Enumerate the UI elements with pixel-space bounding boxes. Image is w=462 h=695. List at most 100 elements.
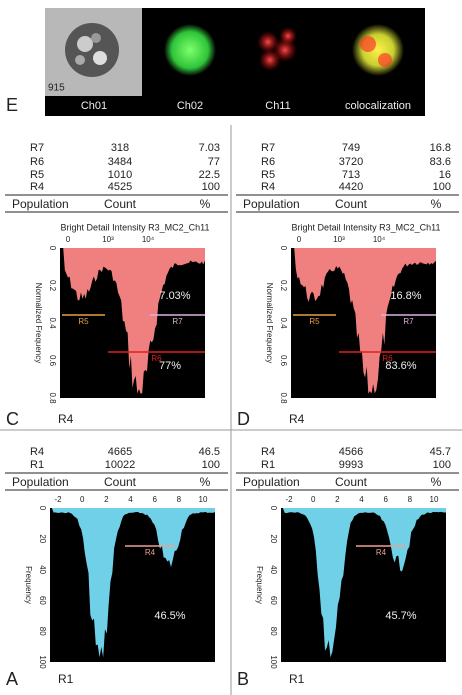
table-header: Population (12, 197, 69, 211)
plot-area (50, 508, 215, 662)
panel-e: 915 Ch01 Ch02 Ch11 colocalization E (6, 8, 425, 116)
y-tick-label: 0.4 (48, 317, 57, 329)
y-tick-label: 20 (269, 534, 278, 543)
y-axis-label: Normalized Frequency (34, 283, 43, 363)
channel-label: colocalization (345, 100, 411, 112)
table-header: Population (243, 197, 300, 211)
gate-label: R6 (382, 354, 393, 363)
table-cell: 46.5 (199, 446, 220, 458)
cell-texture (77, 36, 93, 52)
table-cell: 22.5 (199, 169, 220, 181)
y-tick-label: 0 (269, 506, 278, 511)
merged-cell (352, 24, 404, 76)
table-header: Count (335, 475, 368, 489)
table-cell: 713 (342, 169, 360, 181)
table-cell: R5 (30, 169, 44, 181)
annotation: 7.03% (159, 290, 190, 302)
annotation: 83.6% (385, 360, 416, 372)
panel-letter: E (6, 95, 18, 115)
y-tick-label: 20 (38, 534, 47, 543)
table-cell: R4 (30, 446, 44, 458)
table-cell: 100 (433, 181, 451, 193)
channel-label: Ch01 (81, 100, 107, 112)
gate-name: R4 (58, 412, 74, 426)
x-tick-label: 10 (430, 495, 439, 504)
histogram-panel: R7 749 16.8 R6 3720 83.6 R5 713 16 R4 4420 100 Popul… (236, 142, 459, 429)
panel-letter: C (6, 409, 19, 429)
panel-letter: D (237, 409, 250, 429)
table-cell: 318 (111, 142, 129, 154)
table-header: % (200, 197, 211, 211)
y-tick-label: 60 (38, 596, 47, 605)
x-tick-label: 0 (311, 495, 316, 504)
table-cell: 4665 (108, 446, 132, 458)
gate-name: R4 (289, 412, 305, 426)
plot-area (281, 508, 446, 662)
gate-label: R5 (309, 317, 320, 326)
table-header: Count (335, 197, 368, 211)
x-tick-label: 10³ (102, 235, 114, 244)
x-tick-label: 0 (297, 235, 302, 244)
x-tick-label: 4 (128, 495, 133, 504)
table-cell: 16 (439, 169, 451, 181)
cell-texture (91, 33, 101, 43)
red-spot (259, 49, 281, 71)
table-cell: R4 (261, 181, 275, 193)
y-axis-label: Frequency (255, 566, 264, 604)
table-cell: R1 (261, 459, 275, 471)
table-header: % (431, 197, 442, 211)
cell-id: 915 (48, 83, 65, 94)
table-cell: 83.6 (430, 156, 451, 168)
y-tick-label: 0 (48, 246, 57, 251)
table-cell: 3484 (108, 156, 132, 168)
x-tick-label: 10 (199, 495, 208, 504)
x-tick-label: 10⁴ (373, 235, 386, 244)
cell-texture (75, 55, 85, 65)
annotation: 46.5% (154, 610, 185, 622)
annotation: 16.8% (390, 290, 421, 302)
gate-label: R4 (145, 548, 156, 557)
table-cell: 3720 (339, 156, 363, 168)
y-axis-label: Normalized Frequency (265, 283, 274, 363)
gate-name: R1 (289, 672, 305, 686)
gate-label: R6 (151, 354, 162, 363)
x-tick-label: 8 (408, 495, 413, 504)
table-cell: 100 (202, 181, 220, 193)
x-tick-label: -2 (54, 495, 62, 504)
table-header: Count (104, 197, 137, 211)
table-cell: 100 (202, 459, 220, 471)
y-tick-label: 40 (269, 565, 278, 574)
x-tick-label: 2 (335, 495, 340, 504)
gate-label: R7 (172, 317, 183, 326)
table-header: Population (12, 475, 69, 489)
cell (65, 23, 119, 77)
y-tick-label: 0.2 (48, 280, 57, 292)
y-tick-label: 0.8 (279, 392, 288, 404)
y-tick-label: 0.6 (48, 355, 57, 367)
table-cell: 9993 (339, 459, 363, 471)
gate-name: R1 (58, 672, 74, 686)
green-cell (164, 24, 216, 76)
x-tick-label: 6 (383, 495, 388, 504)
table-header: Population (243, 475, 300, 489)
table-cell: 77 (208, 156, 220, 168)
y-tick-label: 80 (269, 627, 278, 636)
channel-label: Ch11 (265, 100, 290, 112)
x-tick-label: 4 (359, 495, 364, 504)
table-header: % (431, 475, 442, 489)
x-tick-label: 0 (80, 495, 85, 504)
gate-label: R7 (403, 317, 414, 326)
y-axis-label: Frequency (24, 566, 33, 604)
cell-texture (93, 51, 107, 65)
gate-label: R4 (376, 548, 387, 557)
merged-spot (360, 36, 376, 52)
table-cell: 100 (433, 459, 451, 471)
table-cell: 749 (342, 142, 360, 154)
table-header: % (200, 475, 211, 489)
channel-label: Ch02 (177, 100, 203, 112)
merged-spot (378, 53, 392, 67)
y-tick-label: 0.8 (48, 392, 57, 404)
y-tick-label: 40 (38, 565, 47, 574)
